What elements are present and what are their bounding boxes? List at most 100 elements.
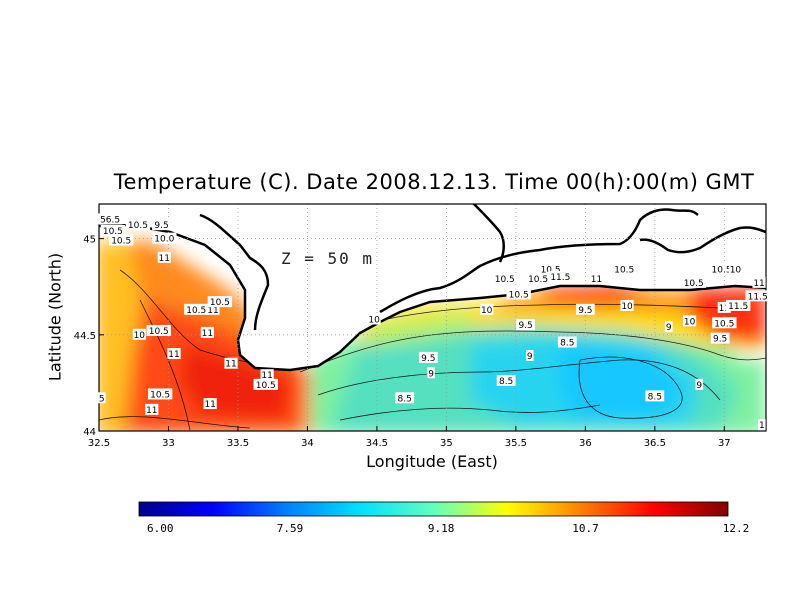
contour-label: 10.5 xyxy=(100,224,126,237)
svg-text:10.5: 10.5 xyxy=(256,381,276,391)
svg-text:8.5: 8.5 xyxy=(499,377,513,387)
svg-text:11.5: 11.5 xyxy=(550,273,570,283)
svg-text:11: 11 xyxy=(202,329,213,339)
svg-text:11: 11 xyxy=(159,254,170,264)
svg-text:10: 10 xyxy=(621,302,633,312)
contour-label: 9 xyxy=(525,349,534,362)
coastline xyxy=(99,223,766,372)
contour-label: 9.5 xyxy=(710,332,730,345)
contour-label: 10 xyxy=(480,303,494,316)
svg-text:8.5: 8.5 xyxy=(648,392,662,402)
contour-label: 10.5 xyxy=(712,317,737,329)
contour-label: 10.5 xyxy=(125,219,151,231)
contour-label: 10 xyxy=(132,328,146,341)
contour-label: 56.5 xyxy=(97,213,123,225)
contour-label: 11.5 xyxy=(745,290,770,302)
svg-text:11: 11 xyxy=(261,371,272,381)
svg-text:10.5: 10.5 xyxy=(149,327,169,337)
contour-label: 11 xyxy=(589,273,604,285)
x-tick-label: 34 xyxy=(301,438,314,449)
contour-label: 10.5 xyxy=(525,273,551,285)
svg-text:5: 5 xyxy=(99,394,105,404)
contour-label: 9 xyxy=(664,321,673,333)
depth-annotation: Z = 50 m xyxy=(281,249,374,268)
contour-label: 11 xyxy=(203,398,217,410)
svg-text:9.5: 9.5 xyxy=(518,321,532,331)
contour-label: 10 xyxy=(728,263,743,275)
contour-label: 9.5 xyxy=(516,319,536,331)
contour-label: 10.5 xyxy=(612,263,637,275)
svg-text:10: 10 xyxy=(368,315,380,325)
contour-label: 10.5 xyxy=(506,288,531,300)
plot-frame xyxy=(98,203,767,432)
contour-label: 9.5 xyxy=(152,219,171,231)
contour-label: 10.5 xyxy=(146,324,171,337)
svg-text:10.5: 10.5 xyxy=(509,290,529,300)
svg-text:9: 9 xyxy=(696,381,702,391)
contour-label: 10.5 xyxy=(109,234,134,247)
svg-text:10.5: 10.5 xyxy=(128,221,148,231)
svg-text:10.5: 10.5 xyxy=(495,275,515,285)
x-tick-label: 32.5 xyxy=(88,438,110,449)
colorbar-tick-label: 12.2 xyxy=(723,522,750,535)
svg-text:9: 9 xyxy=(428,369,434,379)
contour-label: 10.5 xyxy=(538,263,563,275)
contour-label: 11.5 xyxy=(548,271,573,283)
contour-label: 10.5 xyxy=(253,378,278,391)
colorbar-ticks: 6.00 7.59 9.18 10.7 12.2 xyxy=(147,522,749,535)
x-tick-label: 33.5 xyxy=(227,438,249,449)
x-tick-label: 34.5 xyxy=(366,438,388,449)
svg-text:11: 11 xyxy=(204,400,215,410)
svg-text:10.0: 10.0 xyxy=(154,235,174,245)
svg-text:11: 11 xyxy=(146,406,157,416)
contour-label: 10 xyxy=(682,315,697,327)
contour-label: 11 xyxy=(752,276,766,289)
svg-text:10.5: 10.5 xyxy=(714,319,734,329)
contour-label: 11 xyxy=(260,369,274,381)
contour-label: 10 xyxy=(620,299,634,312)
contour-label: 11 xyxy=(145,403,159,416)
contour-label: 11.5 xyxy=(726,299,751,312)
colorbar-tick-label: 7.59 xyxy=(277,522,304,535)
svg-text:10.5: 10.5 xyxy=(150,390,170,400)
contour-label: 10.5 xyxy=(147,388,173,400)
contour-label: 5 xyxy=(97,392,106,404)
svg-text:10.5: 10.5 xyxy=(712,265,732,275)
x-tick-label: 36 xyxy=(579,438,592,449)
contour-label: 11 xyxy=(167,348,181,360)
svg-text:10.5: 10.5 xyxy=(103,227,123,237)
contour-label: 11 xyxy=(206,303,220,316)
contour-label: 9.5 xyxy=(418,351,438,364)
svg-text:9.5: 9.5 xyxy=(713,335,727,345)
y-tick-label: 45 xyxy=(83,235,96,246)
svg-text:9: 9 xyxy=(666,323,672,333)
svg-text:8.5: 8.5 xyxy=(560,339,574,349)
svg-text:9.5: 9.5 xyxy=(421,354,435,364)
temperature-field xyxy=(99,204,766,431)
contour-label: 9 xyxy=(427,367,435,379)
x-tick-label: 35 xyxy=(440,438,453,449)
x-tick-label: 35.5 xyxy=(505,438,527,449)
contour-label: 11 xyxy=(157,251,171,264)
contour-label: 10 xyxy=(367,313,381,325)
x-tick-label: 33 xyxy=(162,438,175,449)
svg-text:11: 11 xyxy=(168,350,179,360)
contour-label: 10.5 xyxy=(681,276,706,289)
svg-text:10.5: 10.5 xyxy=(684,279,704,289)
x-axis-ticks: 32.5 33 33.5 34 34.5 35 35.5 36 36.5 37 xyxy=(88,426,731,449)
x-axis-label: Longitude (East) xyxy=(366,452,498,471)
svg-text:10.5: 10.5 xyxy=(210,298,230,308)
contour-label: 11 xyxy=(717,301,731,314)
colorbar-tick-label: 9.18 xyxy=(428,522,455,535)
contour-label: 8.5 xyxy=(557,336,577,349)
svg-text:10: 10 xyxy=(481,306,493,316)
contour-label: 11 xyxy=(200,326,214,339)
svg-text:11.5: 11.5 xyxy=(728,302,748,312)
x-tick-label: 36.5 xyxy=(644,438,666,449)
colorbar-tick-label: 10.7 xyxy=(572,522,599,535)
x-tick-label: 37 xyxy=(718,438,731,449)
contour-label: 8.5 xyxy=(496,374,516,387)
svg-text:9.5: 9.5 xyxy=(578,306,592,316)
